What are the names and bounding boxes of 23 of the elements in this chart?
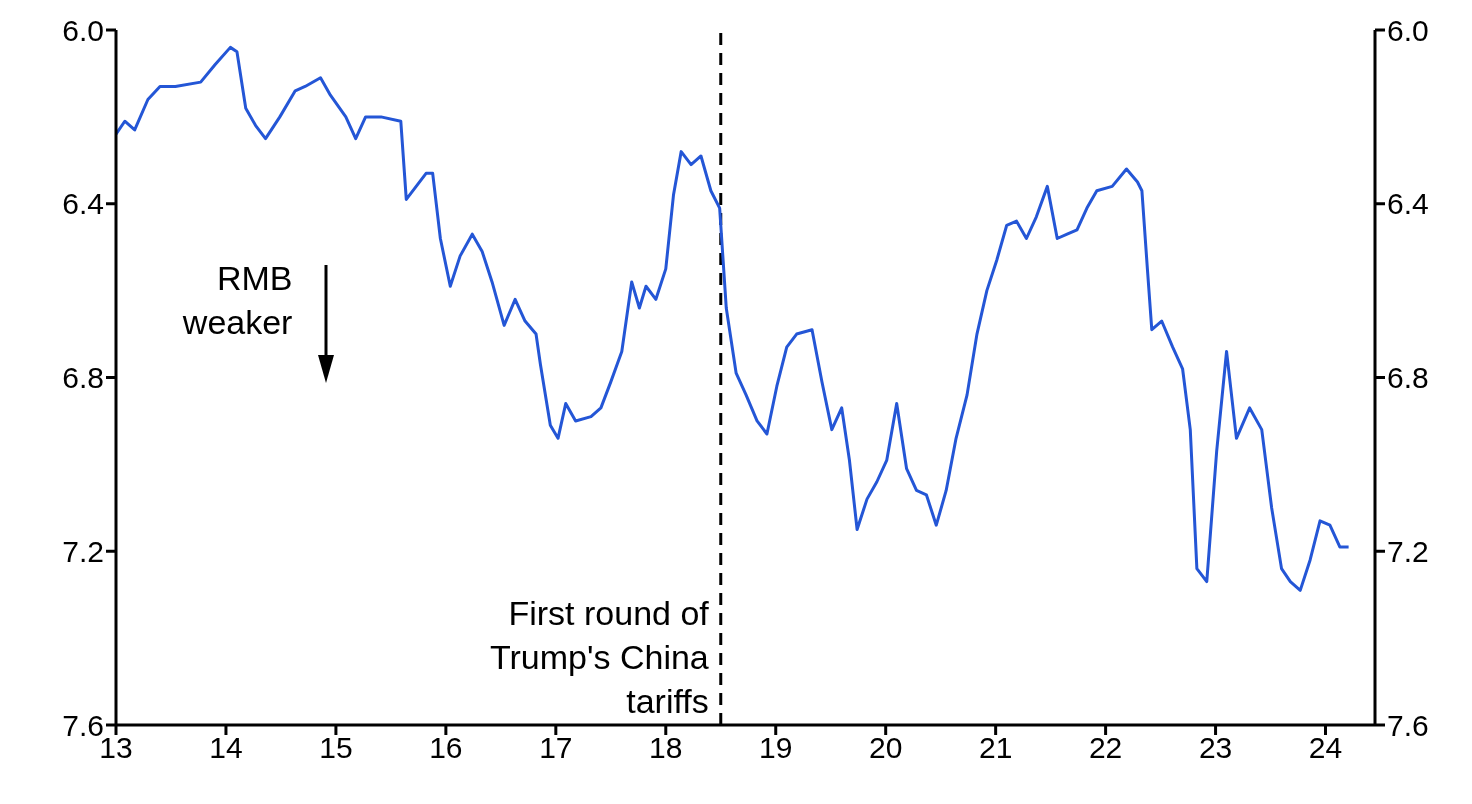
line-series [116, 45, 1351, 592]
x-tick-label: 24 [1308, 731, 1343, 765]
x-tick-label: 19 [759, 731, 793, 765]
y-tick-label: 6.4 [62, 187, 104, 221]
y-tick-label: 6.8 [62, 361, 104, 395]
x-tick-label: 20 [869, 731, 903, 765]
x-tick-label: 23 [1198, 731, 1233, 765]
y2-tick-label: 7.6 [1387, 708, 1429, 742]
y2-tick-label: 6.4 [1387, 187, 1429, 221]
x-tick-label: 18 [649, 731, 683, 765]
y-tick-label: 7.2 [62, 534, 104, 568]
ref-line-label: First round of Trump's China tariffs [490, 593, 709, 722]
x-tick-label: 16 [429, 731, 463, 765]
y2-tick-label: 6.0 [1387, 13, 1429, 47]
annotation: RMB weaker [182, 257, 293, 343]
x-tick-label: 17 [539, 731, 573, 765]
x-tick-label: 22 [1088, 731, 1123, 765]
x-tick-label: 21 [978, 731, 1013, 765]
x-tick-label: 15 [319, 731, 353, 765]
y2-tick-label: 6.8 [1387, 361, 1429, 395]
y-tick-label: 6.0 [62, 13, 104, 47]
x-tick-label: 14 [209, 731, 243, 765]
y2-tick-label: 7.2 [1387, 534, 1429, 568]
